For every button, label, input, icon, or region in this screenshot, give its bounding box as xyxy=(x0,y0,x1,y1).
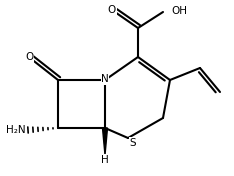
Text: S: S xyxy=(130,138,136,148)
Text: O: O xyxy=(25,52,33,62)
Text: H₂N: H₂N xyxy=(6,125,26,135)
Polygon shape xyxy=(102,128,107,155)
Text: H: H xyxy=(101,155,109,165)
Text: OH: OH xyxy=(171,6,187,16)
Text: O: O xyxy=(108,5,116,15)
Text: N: N xyxy=(101,74,109,84)
